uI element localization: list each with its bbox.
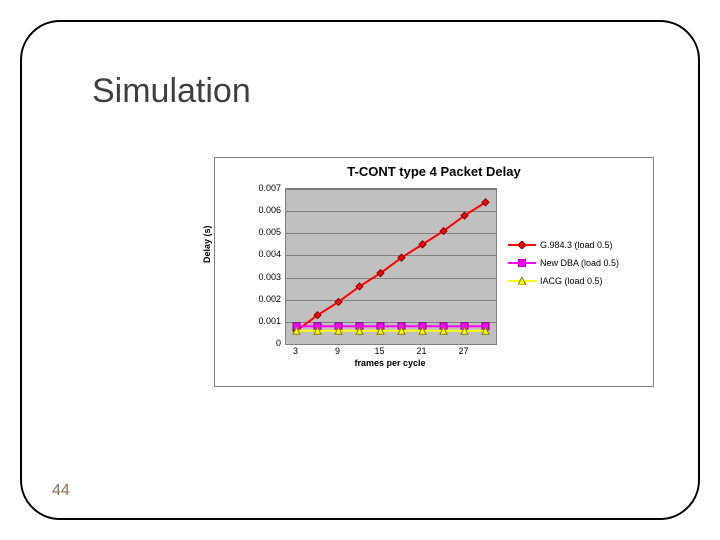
chart-container: T-CONT type 4 Packet Delay Delay (s) fra… (214, 157, 654, 387)
legend-label: New DBA (load 0.5) (540, 258, 619, 268)
gridline (286, 344, 496, 345)
diamond-marker-icon (518, 241, 526, 249)
page-title: Simulation (92, 72, 251, 111)
slide-frame: Simulation 44 T-CONT type 4 Packet Delay… (20, 20, 700, 520)
y-axis-label: Delay (s) (202, 225, 212, 263)
x-tick-label: 21 (416, 346, 426, 356)
legend-item: G.984.3 (load 0.5) (508, 238, 643, 252)
legend-swatch (508, 257, 536, 269)
legend: G.984.3 (load 0.5) New DBA (load 0.5) IACG… (508, 238, 643, 292)
plot-area (285, 188, 497, 345)
chart-series (286, 189, 496, 344)
y-tick-label: 0 (241, 338, 281, 348)
y-tick-label: 0.003 (241, 272, 281, 282)
x-tick-label: 9 (335, 346, 340, 356)
x-axis-label: frames per cycle (285, 358, 495, 368)
chart-title: T-CONT type 4 Packet Delay (215, 164, 653, 179)
legend-swatch (508, 239, 536, 251)
y-tick-label: 0.001 (241, 316, 281, 326)
y-tick-label: 0.005 (241, 227, 281, 237)
legend-item: IACG (load 0.5) (508, 274, 643, 288)
y-tick-label: 0.002 (241, 294, 281, 304)
legend-label: G.984.3 (load 0.5) (540, 240, 613, 250)
page-number: 44 (52, 482, 70, 500)
y-tick-label: 0.007 (241, 183, 281, 193)
legend-item: New DBA (load 0.5) (508, 256, 643, 270)
legend-label: IACG (load 0.5) (540, 276, 603, 286)
x-tick-label: 15 (374, 346, 384, 356)
legend-swatch (508, 275, 536, 287)
x-tick-label: 3 (293, 346, 298, 356)
triangle-marker-icon (518, 277, 526, 285)
x-tick-label: 27 (458, 346, 468, 356)
square-marker-icon (518, 259, 526, 267)
y-tick-label: 0.004 (241, 249, 281, 259)
y-tick-label: 0.006 (241, 205, 281, 215)
